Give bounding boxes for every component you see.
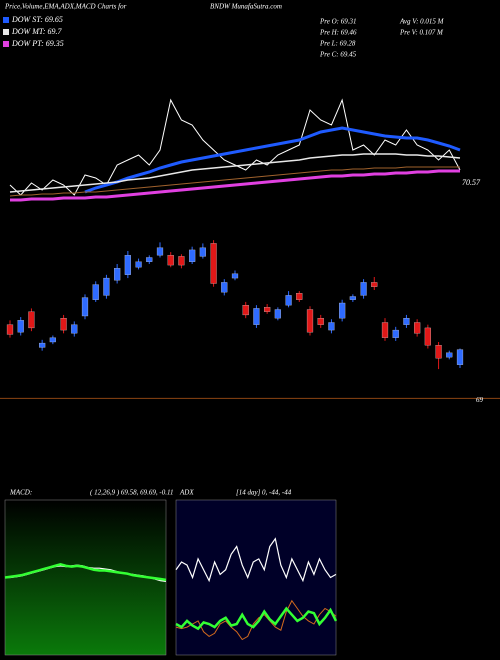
candle-body (296, 293, 303, 300)
candle-body (6, 324, 14, 335)
candle-body (71, 324, 78, 334)
adx-subtitle: [14 day] 0, -44, -44 (236, 489, 292, 497)
legend-label: DOW MT: 69.7 (11, 27, 63, 36)
candle-body (360, 282, 367, 296)
candle-body (435, 345, 442, 359)
candle-body (92, 284, 99, 300)
candle-body (135, 261, 142, 268)
candle-body (242, 305, 249, 316)
macd-subtitle: ( 12,26,9 ) 69.58, 69.69, -0.11 (90, 489, 173, 497)
candle-body (403, 318, 410, 325)
candle-body (414, 322, 421, 334)
candle-body (381, 322, 389, 338)
candle-body (103, 277, 110, 296)
candle-body (189, 249, 196, 262)
candle-body (446, 352, 453, 358)
candle-body (339, 302, 346, 319)
series-line (84, 126, 461, 194)
candle-body (264, 307, 271, 312)
macd-panel (4, 499, 167, 656)
series-line (9, 98, 461, 196)
symbol: BNDW MunafaSutra.com (210, 3, 282, 11)
candle-body (156, 247, 164, 256)
series-line (175, 606, 338, 631)
candle-body (424, 327, 431, 346)
page-title: Price,Volume,EMA,ADX,MACD Charts for (4, 3, 127, 11)
candle-body (456, 349, 464, 365)
candle-body (253, 308, 260, 325)
candle-body (178, 256, 185, 266)
info-text: Pre C: 69.45 (319, 51, 357, 59)
candle-body (114, 268, 121, 281)
candle-body (39, 342, 46, 348)
series-line (10, 169, 460, 202)
adx-panel (175, 499, 337, 656)
candle-body (49, 337, 56, 343)
candle-body (17, 320, 24, 333)
candle-body (328, 322, 335, 331)
legend-swatch (3, 29, 9, 35)
candle-body (371, 282, 378, 287)
legend-swatch (3, 17, 9, 23)
info-text: Pre H: 69.46 (319, 29, 357, 37)
info-text: Avg V: 0.015 M (399, 18, 445, 26)
candle-body (274, 309, 281, 319)
candle-body (167, 255, 174, 266)
info-text: Pre L: 69.28 (319, 40, 356, 48)
legend-label: DOW PT: 69.35 (11, 39, 64, 48)
candle-body (317, 318, 324, 325)
candle-body (349, 296, 356, 300)
candle-body (60, 318, 67, 331)
candle-body (81, 297, 89, 317)
adx-title: ADX (179, 489, 194, 497)
candle-body (392, 329, 399, 338)
candle-body (210, 243, 217, 284)
candle-body (124, 255, 131, 275)
candle-body (306, 309, 314, 333)
candle-body (28, 311, 35, 329)
y-tick-label: 70.57 (462, 178, 481, 187)
candle-body (231, 273, 239, 279)
info-text: Pre V: 0.107 M (399, 29, 444, 37)
series-line (9, 166, 460, 197)
legend-label: DOW ST: 69.65 (11, 15, 63, 24)
legend-swatch (3, 41, 9, 47)
series-line (175, 537, 337, 583)
macd-title: MACD: (9, 489, 32, 497)
series-line (175, 599, 337, 641)
candle-body (285, 295, 292, 306)
candle-body (199, 247, 206, 257)
y-tick-label: 69 (476, 396, 484, 404)
series-line (9, 153, 461, 193)
candle-body (146, 257, 153, 262)
candle-body (221, 282, 228, 293)
series-line (4, 563, 167, 582)
info-text: Pre O: 69.31 (319, 18, 356, 26)
